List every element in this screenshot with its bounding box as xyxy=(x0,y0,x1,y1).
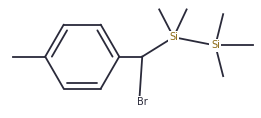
Text: Si: Si xyxy=(169,32,178,42)
Text: Si: Si xyxy=(211,40,220,50)
Text: Br: Br xyxy=(137,97,148,107)
